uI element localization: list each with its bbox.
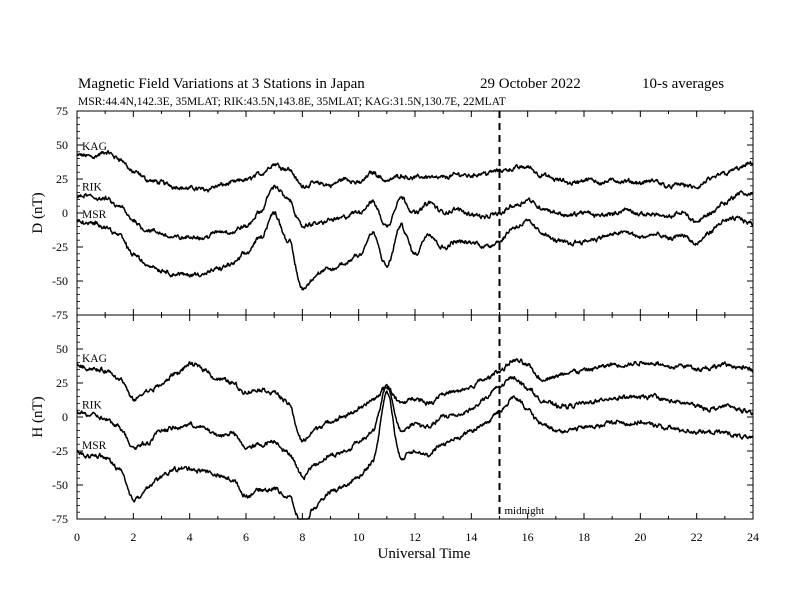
declination-panel: 75 50 25 0 -25 -50 -75 KAG RIK MSR	[52, 104, 754, 322]
series-line-msr	[76, 210, 754, 291]
y-tick-label: -25	[52, 240, 68, 254]
x-tick-label: 22	[691, 530, 703, 544]
y-tick-label: 50	[56, 342, 68, 356]
panel-frame	[76, 314, 754, 520]
series-line-msr	[76, 390, 754, 520]
series-label-msr: MSR	[82, 209, 107, 221]
series-line-rik	[76, 375, 754, 481]
x-axis: 0 2 4 6 8 10 12 14 16 18 20 22 24	[74, 530, 759, 544]
series-label-rik: RIK	[82, 182, 103, 194]
y-tick-label: 50	[56, 138, 68, 152]
chart-averaging: 10-s averages	[642, 76, 724, 92]
series-label-rik: RIK	[82, 399, 103, 411]
x-tick-label: 12	[409, 530, 421, 544]
y-tick-label: -75	[52, 512, 68, 526]
y-axis-title-h: H (nT)	[30, 396, 46, 437]
y-tick-label: 25	[56, 172, 68, 186]
x-tick-label: 20	[634, 530, 646, 544]
x-tick-label: 24	[747, 530, 759, 544]
horizontal-panel: 50 25 0 -25 -50 -75 KAG RIK MSR	[52, 314, 754, 526]
y-tick-label: -25	[52, 444, 68, 458]
x-tick-label: 6	[243, 530, 249, 544]
chart-subtitle: MSR:44.4N,142.3E, 35MLAT; RIK:43.5N,143.…	[78, 96, 506, 108]
y-tick-label: -50	[52, 478, 68, 492]
y-tick-label: -75	[52, 308, 68, 322]
x-tick-label: 0	[74, 530, 80, 544]
x-tick-label: 4	[187, 530, 193, 544]
x-tick-label: 2	[130, 530, 136, 544]
x-axis-title: Universal Time	[378, 546, 471, 562]
x-tick-label: 10	[353, 530, 365, 544]
y-tick-label: -50	[52, 274, 68, 288]
x-tick-label: 8	[299, 530, 305, 544]
chart-date: 29 October 2022	[480, 76, 581, 92]
chart-title: Magnetic Field Variations at 3 Stations …	[78, 76, 365, 92]
y-tick-label: 75	[56, 104, 68, 118]
series-label-msr: MSR	[82, 440, 107, 452]
y-axis-title-d: D (nT)	[30, 192, 46, 233]
series-line-rik	[76, 184, 754, 241]
y-tick-label: 0	[62, 206, 68, 220]
y-tick-label: 0	[62, 410, 68, 424]
series-line-kag	[76, 358, 754, 443]
y-tick-label: 25	[56, 376, 68, 390]
series-label-kag: KAG	[82, 353, 107, 365]
midnight-label: midnight	[505, 505, 545, 517]
midnight-marker: midnight	[498, 111, 545, 519]
series-line-kag	[76, 150, 754, 193]
series-label-kag: KAG	[82, 141, 107, 153]
x-tick-label: 16	[522, 530, 534, 544]
x-tick-label: 14	[465, 530, 477, 544]
x-tick-label: 18	[578, 530, 590, 544]
